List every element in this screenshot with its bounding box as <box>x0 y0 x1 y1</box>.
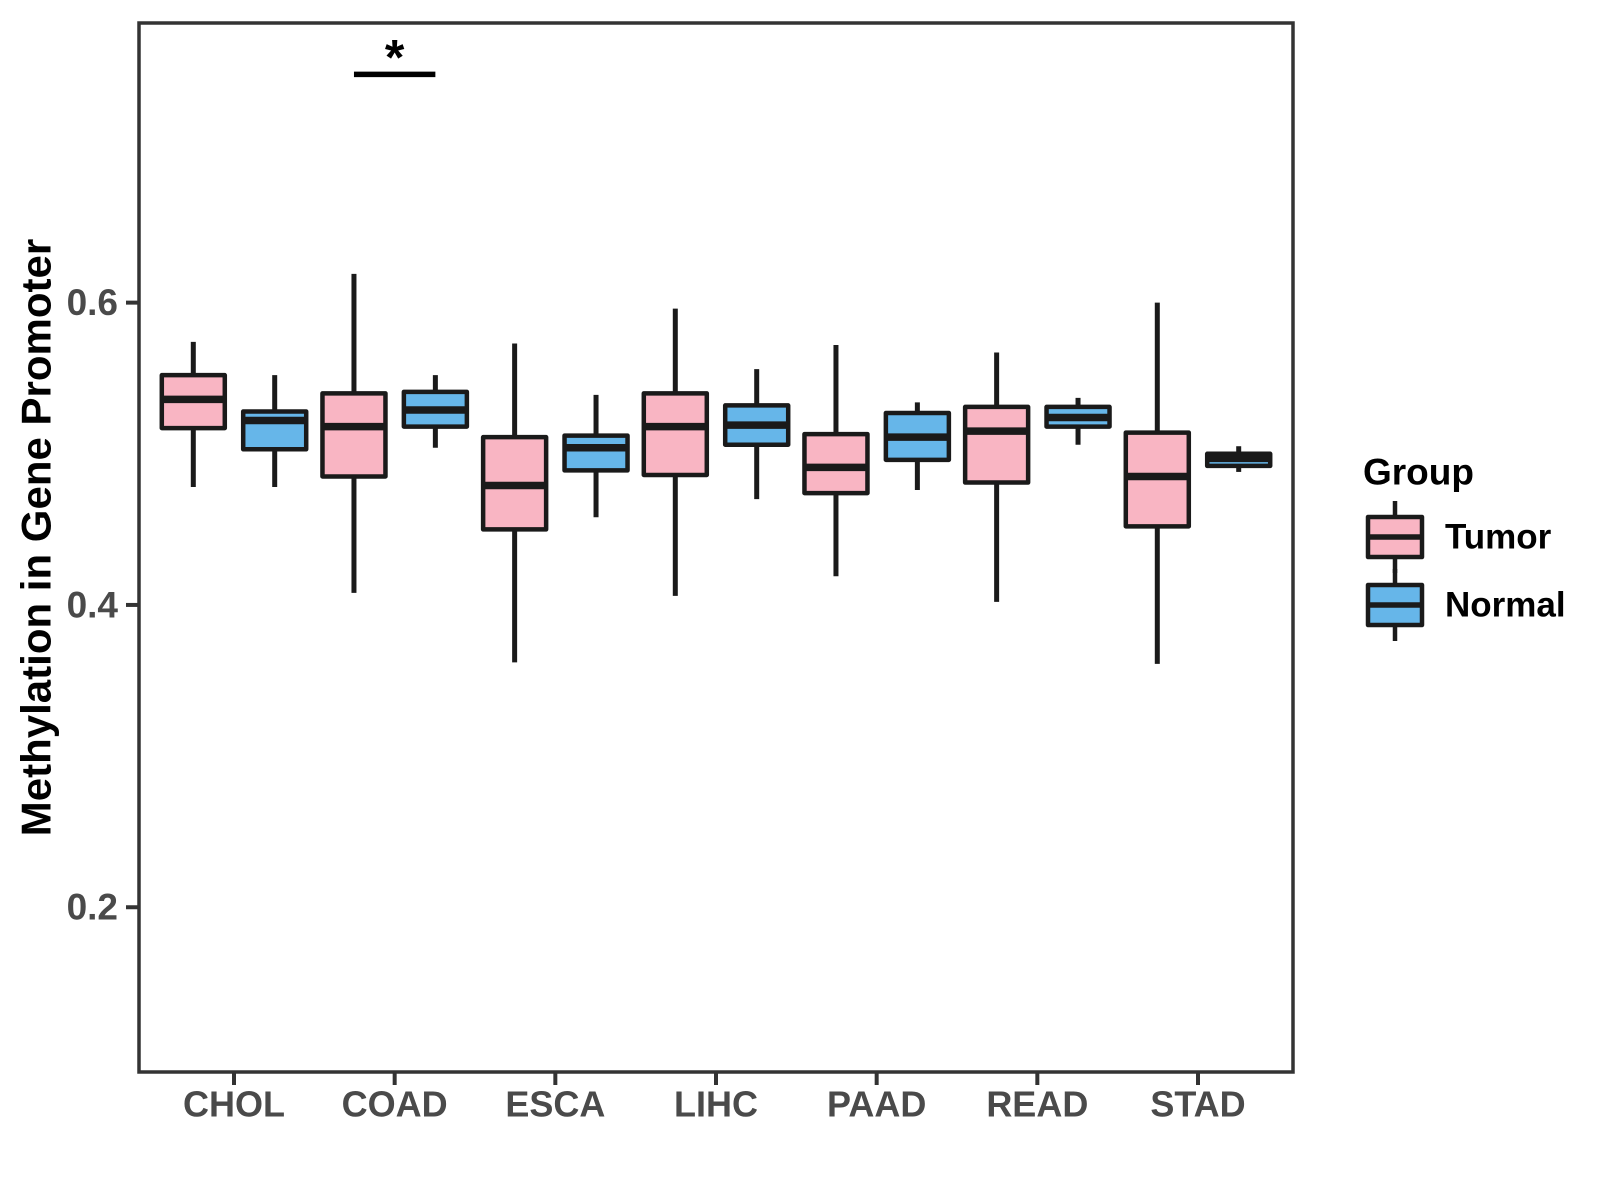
y-axis-title: Methylation in Gene Promoter <box>13 239 60 836</box>
iqr-box <box>641 391 710 478</box>
boxplot-CHOL-Normal <box>240 375 309 488</box>
iqr-box <box>962 404 1031 485</box>
boxplot-COAD-Normal <box>401 375 470 448</box>
boxplot-LIHC-Normal <box>722 369 791 500</box>
x-tick-label-CHOL: CHOL <box>183 1084 285 1125</box>
significance-star: * <box>385 29 405 85</box>
iqr-box <box>320 391 388 479</box>
x-tick-label-ESCA: ESCA <box>505 1084 605 1125</box>
panel-border <box>137 21 1295 1074</box>
boxplot-ESCA-Normal <box>562 394 630 518</box>
legend-entry-normal: Normal <box>1365 569 1566 641</box>
y-tick-label: 0.4 <box>67 584 119 625</box>
legend-title: Group <box>1363 452 1474 493</box>
x-tick-label-READ: READ <box>986 1084 1088 1125</box>
legend-entry-tumor: Tumor <box>1365 501 1552 573</box>
significance-annotation-COAD: * <box>353 29 436 85</box>
x-tick-label-COAD: COAD <box>342 1084 448 1125</box>
iqr-box <box>802 431 870 496</box>
boxplot-PAAD-Tumor <box>802 344 870 577</box>
boxplot-READ-Tumor <box>962 352 1031 602</box>
y-tick-label: 0.6 <box>67 282 118 323</box>
boxplot-ESCA-Tumor <box>480 343 549 663</box>
boxplot-LIHC-Tumor <box>641 308 710 596</box>
boxplot-READ-Normal <box>1044 397 1112 445</box>
x-tick-label-PAAD: PAAD <box>827 1084 926 1125</box>
boxplot-COAD-Tumor <box>320 273 388 593</box>
x-tick-label-LIHC: LIHC <box>674 1084 758 1125</box>
y-tick-label: 0.2 <box>67 887 118 928</box>
iqr-box <box>562 433 630 473</box>
boxplot-CHOL-Tumor <box>159 341 228 488</box>
legend: Group Tumor Normal <box>1363 452 1566 641</box>
legend-label-normal: Normal <box>1445 586 1566 625</box>
boxplot-STAD-Tumor <box>1123 302 1192 664</box>
legend-label-tumor: Tumor <box>1445 518 1552 557</box>
boxplot-STAD-Normal <box>1204 446 1273 472</box>
boxplot-PAAD-Normal <box>883 402 952 491</box>
x-tick-label-STAD: STAD <box>1150 1084 1245 1125</box>
